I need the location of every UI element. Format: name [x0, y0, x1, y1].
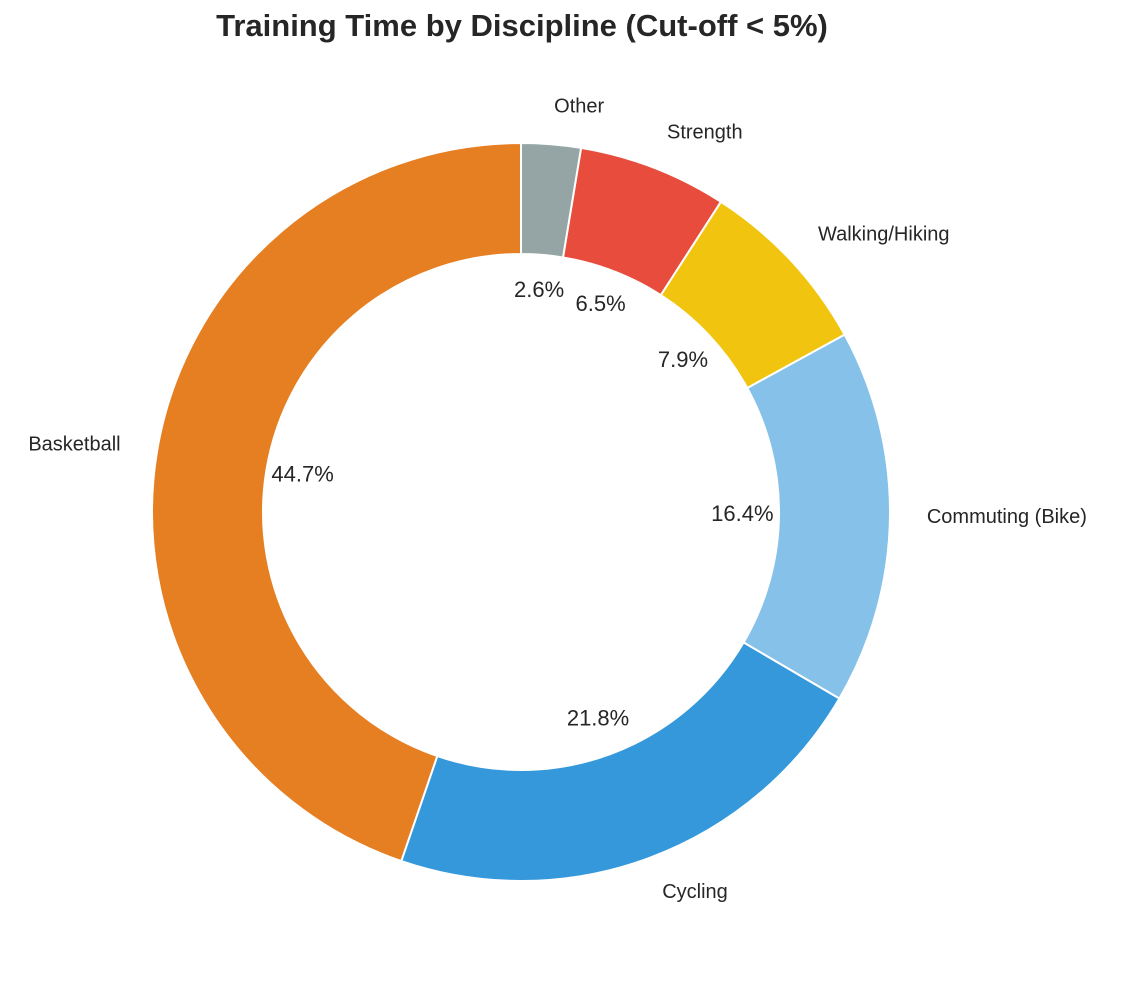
pct-commuting-bike: 16.4% [711, 501, 773, 526]
label-strength: Strength [667, 122, 743, 144]
slice-basketball [151, 141, 522, 863]
slice-cycling [400, 641, 841, 882]
pct-basketball: 44.7% [271, 461, 333, 486]
label-walking-hiking: Walking/Hiking [818, 224, 950, 246]
pct-walking-hiking: 7.9% [658, 347, 708, 372]
label-other: Other [554, 96, 604, 118]
slice-other [520, 141, 583, 259]
chart-title: Training Time by Discipline (Cut-off < 5… [216, 8, 828, 43]
label-commuting-bike: Commuting (Bike) [927, 506, 1087, 528]
pct-strength: 6.5% [576, 291, 626, 316]
label-cycling: Cycling [662, 881, 728, 903]
label-basketball: Basketball [28, 434, 120, 456]
pct-cycling: 21.8% [567, 705, 629, 730]
pct-other: 2.6% [514, 277, 564, 302]
